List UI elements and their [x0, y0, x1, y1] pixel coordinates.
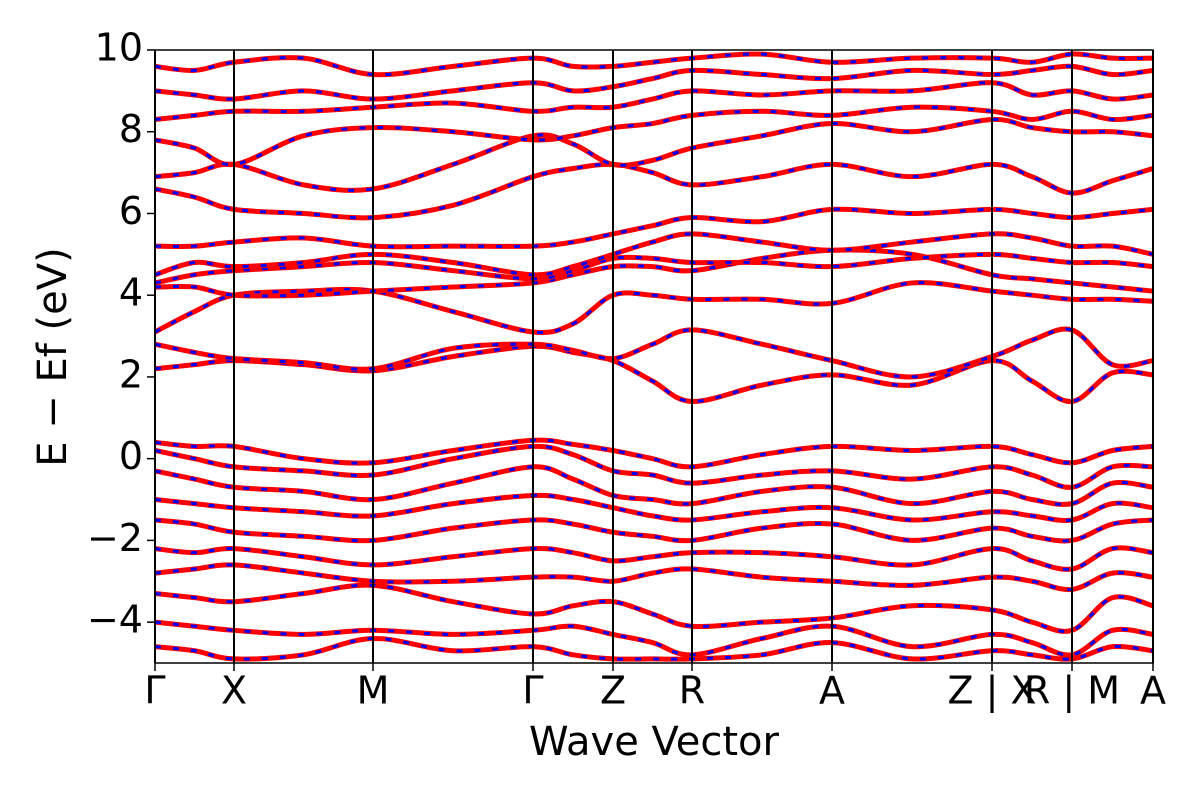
band-dash [155, 620, 1153, 657]
band-dash [155, 162, 1153, 220]
band-dash [155, 207, 1153, 249]
band-dash [155, 81, 1153, 121]
band-dash [155, 518, 1153, 543]
band-dash [155, 252, 1153, 285]
band-line [155, 582, 1153, 634]
band-line [155, 517, 1153, 544]
y-tick-label: 0 [119, 434, 143, 478]
x-tick-label: R | M [1024, 669, 1120, 714]
band-dash [155, 64, 1153, 101]
band-line [155, 437, 1153, 470]
x-tick-label: A [819, 669, 845, 713]
bands [155, 51, 1153, 662]
y-tick-label: 6 [119, 189, 143, 233]
y-axis-label: E − Ef (eV) [30, 247, 76, 466]
band-dash [155, 583, 1153, 633]
band-line [155, 280, 1153, 335]
x-tick-label: M [357, 669, 390, 713]
band-dash [155, 636, 1153, 661]
x-tick-label: R [679, 669, 705, 713]
band-line [155, 562, 1153, 593]
y-tick-label: 2 [119, 352, 143, 396]
band-dash [155, 563, 1153, 592]
axes: Γ X M Γ Z R A Z | XR | M A −4 −2 0 2 4 6 8 10 [87, 26, 1166, 714]
band-dash [155, 327, 1153, 379]
y-tick-label: −2 [87, 516, 143, 560]
x-tick-label: Γ [522, 669, 543, 713]
band-line [155, 104, 1153, 167]
x-tick-label: Γ [144, 669, 165, 713]
x-tick-label: Z | X [947, 669, 1036, 714]
band-dash [155, 52, 1153, 77]
y-tick-label: 4 [119, 271, 143, 315]
y-tick-label: 10 [95, 26, 143, 70]
y-tick-label: 8 [119, 107, 143, 151]
band-line [155, 116, 1153, 193]
y-tick-label: −4 [87, 598, 143, 642]
band-dash [155, 465, 1153, 506]
band-line [155, 545, 1153, 572]
band-dash [155, 232, 1153, 277]
band-line [155, 443, 1153, 490]
x-tick-label: A [1140, 669, 1166, 713]
x-tick-label: X [221, 669, 247, 713]
band-line [155, 51, 1153, 78]
band-dash [155, 281, 1153, 334]
x-tick-label: Z [600, 669, 626, 713]
band-dash [155, 248, 1153, 298]
band-dash [155, 438, 1153, 469]
band-dash [155, 493, 1153, 522]
x-axis-label: Wave Vector [529, 719, 780, 765]
band-dash [155, 117, 1153, 192]
plot-frame [154, 49, 1154, 664]
band-dash [155, 444, 1153, 489]
band-dash [155, 546, 1153, 571]
